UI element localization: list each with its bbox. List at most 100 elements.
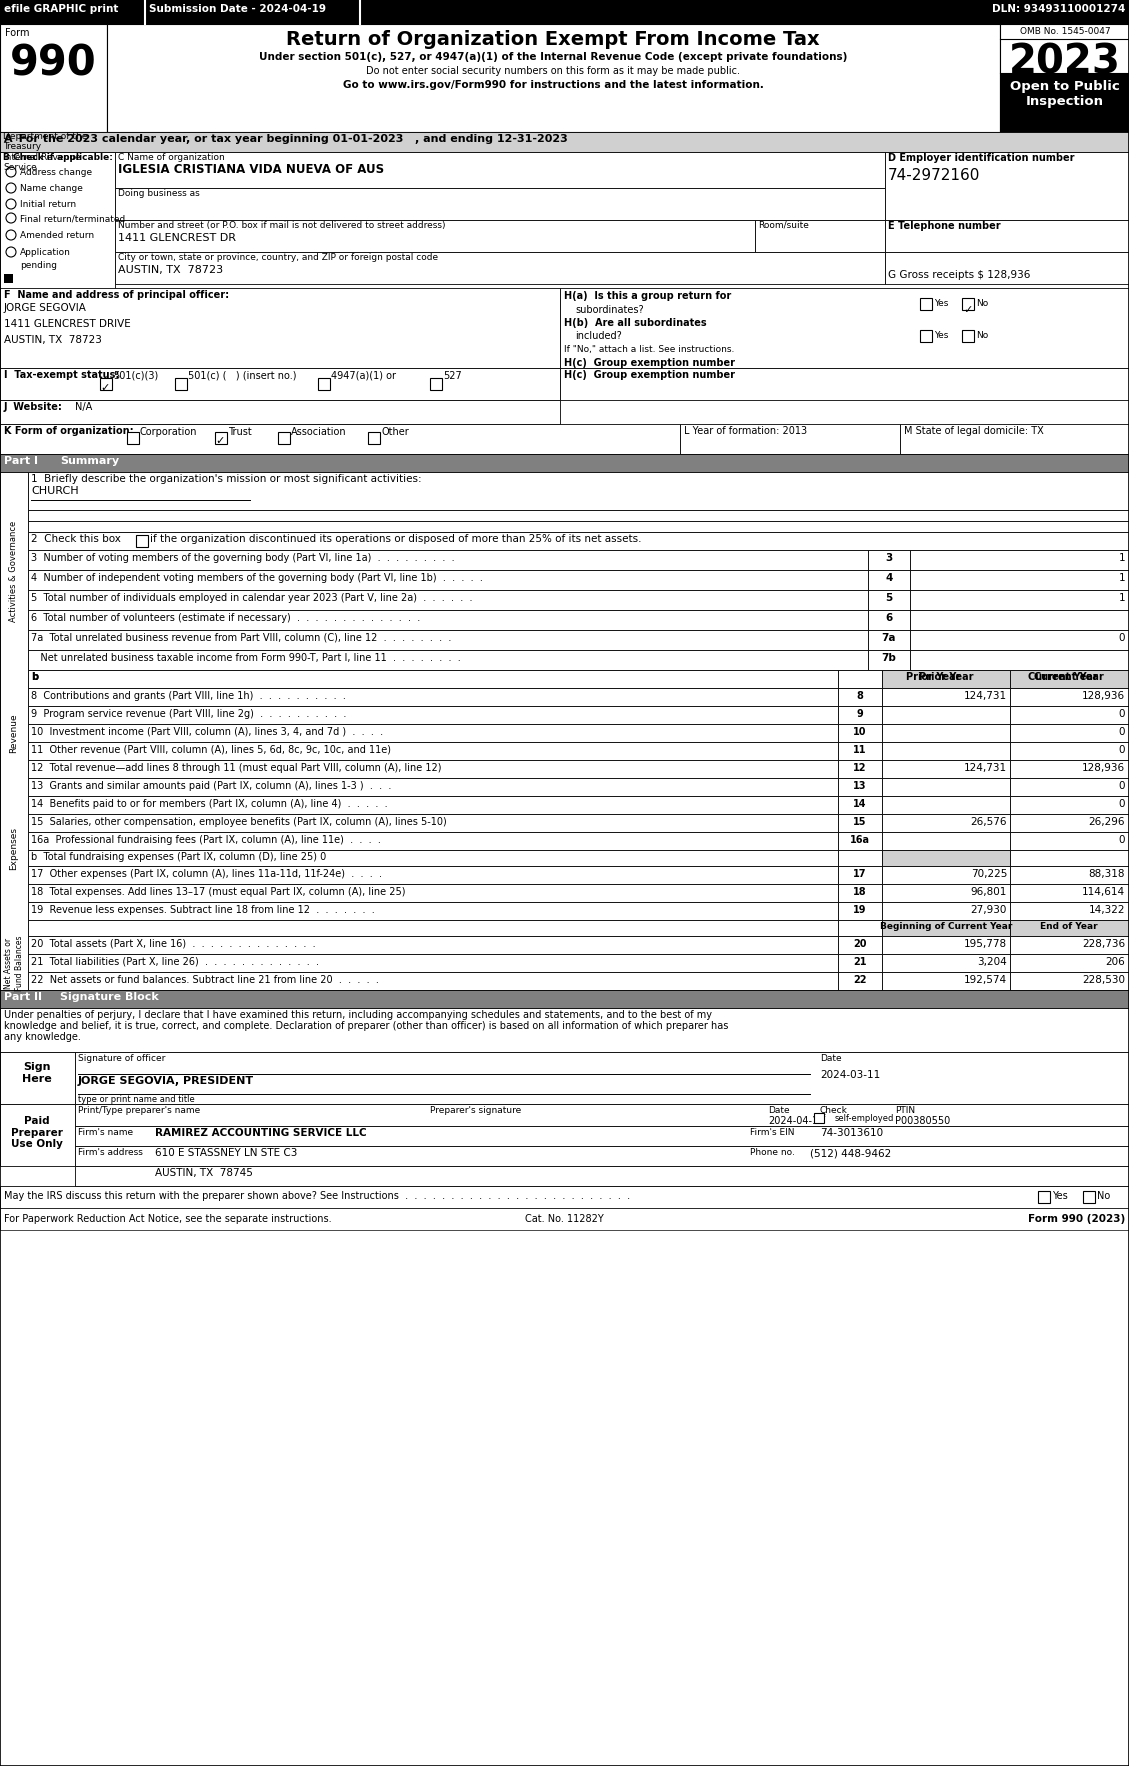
Text: PTIN: PTIN [895, 1106, 916, 1114]
Bar [28, 549, 868, 570]
Bar [115, 187, 885, 221]
Text: AUSTIN, TX  78745: AUSTIN, TX 78745 [155, 1167, 253, 1178]
Text: AUSTIN, TX  78723: AUSTIN, TX 78723 [5, 336, 102, 344]
Text: Open to Public
Inspection: Open to Public Inspection [1010, 79, 1120, 108]
Bar [838, 742, 882, 759]
Bar [885, 152, 1129, 221]
Bar [28, 521, 1129, 532]
Bar [135, 535, 148, 547]
Bar [1010, 724, 1129, 742]
Text: subordinates?: subordinates? [575, 306, 644, 314]
Bar [0, 367, 560, 401]
Text: Part I: Part I [5, 456, 38, 466]
Text: IGLESIA CRISTIANA VIDA NUEVA OF AUS: IGLESIA CRISTIANA VIDA NUEVA OF AUS [119, 162, 384, 177]
Bar [1010, 902, 1129, 920]
Bar [28, 609, 868, 630]
Text: Check: Check [820, 1106, 848, 1114]
Text: 4947(a)(1) or: 4947(a)(1) or [331, 371, 396, 381]
Text: B Check if applicable:: B Check if applicable: [3, 154, 113, 162]
Bar [868, 570, 910, 590]
Text: Activities & Governance: Activities & Governance [9, 521, 18, 622]
Bar [75, 1166, 1129, 1187]
Bar [1010, 759, 1129, 779]
Bar [0, 1053, 75, 1104]
Text: For Paperwork Reduction Act Notice, see the separate instructions.: For Paperwork Reduction Act Notice, see … [5, 1213, 332, 1224]
Bar [882, 689, 1010, 706]
Bar [278, 433, 290, 443]
Text: Yes: Yes [1052, 1190, 1068, 1201]
Text: Firm's name: Firm's name [78, 1128, 133, 1137]
Text: 0: 0 [1119, 728, 1124, 736]
Text: 27,930: 27,930 [971, 904, 1007, 915]
Bar [28, 849, 838, 865]
Bar [1010, 832, 1129, 849]
Text: 206: 206 [1105, 957, 1124, 968]
Bar [0, 152, 115, 320]
Bar [75, 1127, 1129, 1146]
Text: Signature of officer: Signature of officer [78, 1054, 165, 1063]
Text: H(c)  Group exemption number: H(c) Group exemption number [564, 371, 735, 380]
Text: H(a)  Is this a group return for: H(a) Is this a group return for [564, 291, 732, 300]
Text: 7b: 7b [882, 653, 896, 662]
Text: 0: 0 [1119, 745, 1124, 756]
Bar [882, 779, 1010, 796]
Bar [28, 742, 838, 759]
Bar [28, 630, 868, 650]
Text: Sign
Here: Sign Here [23, 1061, 52, 1084]
Bar [28, 706, 838, 724]
Bar [1038, 1190, 1050, 1203]
Text: 124,731: 124,731 [964, 691, 1007, 701]
Bar [838, 796, 882, 814]
Text: OMB No. 1545-0047: OMB No. 1545-0047 [1019, 26, 1110, 35]
Text: 3,204: 3,204 [978, 957, 1007, 968]
Bar [868, 590, 910, 609]
Text: 14  Benefits paid to or for members (Part IX, column (A), line 4)  .  .  .  .  .: 14 Benefits paid to or for members (Part… [30, 798, 387, 809]
Text: 0: 0 [1119, 708, 1124, 719]
Bar [1010, 814, 1129, 832]
Bar [28, 971, 838, 991]
Bar [1010, 865, 1129, 885]
Bar [28, 920, 838, 936]
Text: 14,322: 14,322 [1088, 904, 1124, 915]
Text: C Name of organization: C Name of organization [119, 154, 225, 162]
Bar [115, 152, 885, 187]
Bar [107, 25, 1000, 132]
Text: Trust: Trust [228, 427, 252, 436]
Text: 17: 17 [854, 869, 867, 879]
Text: DLN: 93493110001274: DLN: 93493110001274 [991, 4, 1124, 14]
Text: J  Website:: J Website: [5, 403, 63, 411]
Bar [882, 759, 1010, 779]
Bar [882, 742, 1010, 759]
Text: Name change: Name change [20, 184, 82, 192]
Text: No: No [1097, 1190, 1110, 1201]
Text: 195,778: 195,778 [964, 940, 1007, 948]
Text: 26,576: 26,576 [971, 818, 1007, 826]
Bar [28, 796, 838, 814]
Bar [882, 814, 1010, 832]
Bar [28, 814, 838, 832]
Text: 26,296: 26,296 [1088, 818, 1124, 826]
Text: efile GRAPHIC print: efile GRAPHIC print [5, 4, 119, 14]
Bar [838, 936, 882, 954]
Text: ✓: ✓ [100, 383, 110, 394]
Text: 6: 6 [885, 613, 893, 623]
Text: 5  Total number of individuals employed in calendar year 2023 (Part V, line 2a) : 5 Total number of individuals employed i… [30, 593, 473, 602]
Text: CHURCH: CHURCH [30, 486, 79, 496]
Text: Amended return: Amended return [20, 231, 94, 240]
Bar [100, 378, 112, 390]
Bar [838, 865, 882, 885]
Bar [75, 1053, 1129, 1104]
Bar [126, 433, 139, 443]
Bar [1000, 25, 1129, 132]
Text: 128,936: 128,936 [1082, 691, 1124, 701]
Bar [1010, 779, 1129, 796]
Bar [28, 724, 838, 742]
Bar [910, 650, 1129, 669]
Bar [28, 689, 838, 706]
Bar [0, 424, 680, 454]
Bar [868, 669, 1129, 689]
Text: RAMIREZ ACCOUNTING SERVICE LLC: RAMIREZ ACCOUNTING SERVICE LLC [155, 1128, 367, 1137]
Text: N/A: N/A [75, 403, 93, 411]
Text: Expenses: Expenses [9, 828, 18, 871]
Text: 15: 15 [854, 818, 867, 826]
